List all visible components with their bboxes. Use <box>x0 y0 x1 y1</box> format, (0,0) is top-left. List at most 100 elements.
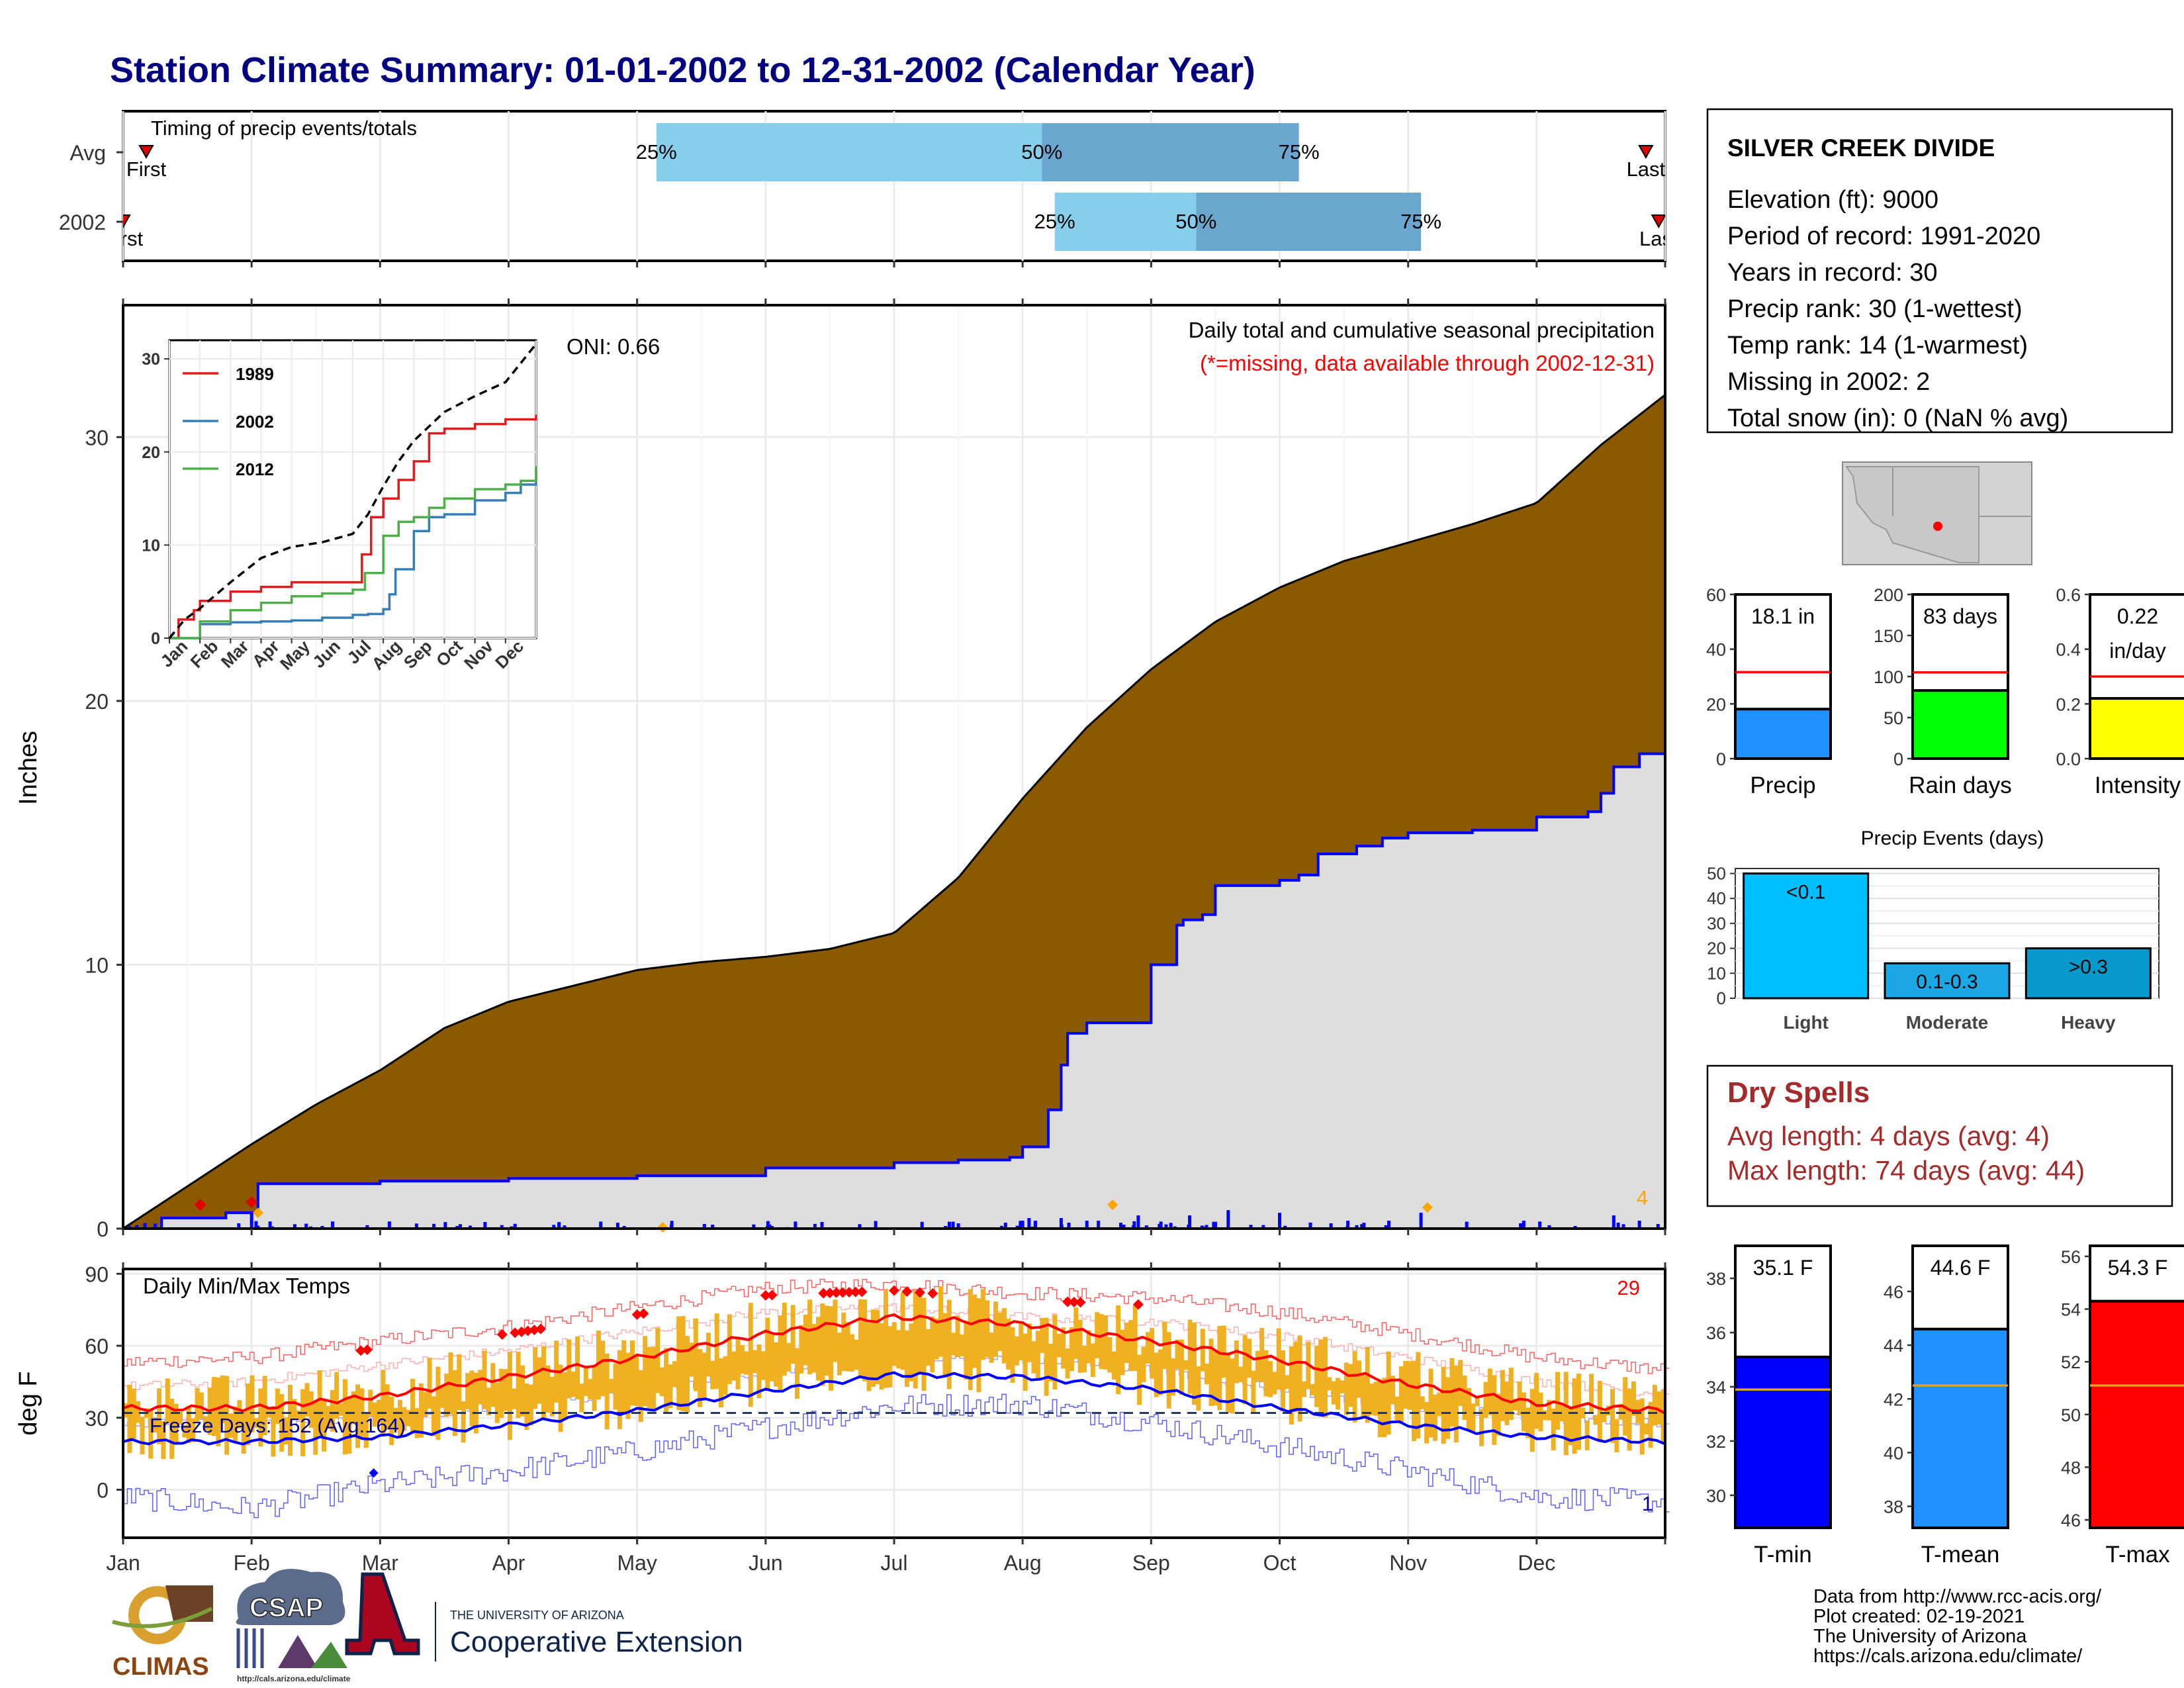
gauge-ytick-label: 36 <box>1706 1323 1726 1343</box>
daily-temp-bar <box>1128 1320 1134 1372</box>
daily-temp-bar <box>1263 1350 1269 1397</box>
daily-temp-bar <box>1576 1374 1581 1450</box>
daily-temp-bar <box>1322 1336 1328 1418</box>
daily-temp-bar <box>1196 1366 1201 1411</box>
daily-precip-bar <box>1278 1213 1281 1229</box>
daily-precip-bar <box>1169 1223 1173 1229</box>
inset-average-line <box>168 343 537 639</box>
daily-temp-bar <box>402 1407 407 1431</box>
heavy-precip-marker-icon <box>252 1207 263 1219</box>
daily-precip-bar <box>1085 1221 1089 1229</box>
record-high-marker-icon <box>510 1327 521 1338</box>
daily-temp-bar <box>173 1403 179 1444</box>
daily-temp-bar <box>253 1418 259 1428</box>
daily-temp-bar <box>1500 1370 1506 1421</box>
station-line: Temp rank: 14 (1-warmest) <box>1727 332 2028 359</box>
daily-temp-bar <box>980 1289 985 1360</box>
daily-temp-bar <box>439 1385 445 1408</box>
daily-precip-bar <box>153 1223 157 1229</box>
daily-temp-bar <box>756 1344 762 1399</box>
daily-temp-bar <box>997 1312 1003 1351</box>
daily-precip-bar <box>1003 1223 1007 1229</box>
daily-temp-bar <box>1441 1366 1446 1444</box>
daily-temp-bar <box>1483 1382 1488 1418</box>
month-tick-label: Jun <box>749 1551 783 1575</box>
daily-precip-bar <box>256 1225 260 1229</box>
daily-temp-bar <box>1597 1381 1602 1442</box>
inset-legend-label: 2012 <box>236 459 274 479</box>
daily-temp-bar <box>647 1346 652 1409</box>
record-low-marker-icon <box>369 1468 379 1478</box>
daily-precip-bar <box>951 1221 955 1229</box>
daily-precip-bar <box>237 1223 241 1229</box>
daily-precip-bar <box>1132 1221 1136 1229</box>
timing-bar-q50-q75 <box>1196 193 1422 251</box>
daily-temp-bar <box>829 1306 834 1391</box>
record-high-marker-icon <box>831 1287 842 1298</box>
daily-temp-bar <box>833 1299 838 1362</box>
daily-temp-bar <box>1593 1415 1598 1425</box>
daily-temp-bar <box>1086 1330 1091 1364</box>
daily-temp-bar <box>1035 1331 1040 1379</box>
daily-precip-bar <box>443 1222 447 1229</box>
last-event-label: Last <box>1639 227 1678 250</box>
daily-precip-bar <box>1362 1223 1366 1229</box>
month-tick-label: Sep <box>1132 1551 1170 1575</box>
daily-temp-bar <box>972 1294 978 1368</box>
daily-temp-bar <box>790 1305 796 1364</box>
daily-temp-bar <box>765 1317 770 1389</box>
daily-temp-bar <box>1040 1318 1045 1353</box>
daily-temp-bar <box>338 1403 343 1416</box>
daily-temp-bar <box>638 1370 643 1423</box>
daily-temp-bar <box>1200 1329 1205 1372</box>
ua-small-text: THE UNIVERSITY OF ARIZONA <box>450 1609 624 1622</box>
events-category-label: Moderate <box>1906 1012 1988 1033</box>
daily-temp-bar <box>1056 1333 1062 1358</box>
daily-precip-bar <box>1015 1225 1019 1229</box>
gauge-category-label: Intensity <box>2095 773 2181 798</box>
daily-temp-bar <box>904 1330 909 1387</box>
daily-temp-bar <box>1471 1403 1476 1433</box>
station-name: SILVER CREEK DIVIDE <box>1727 134 1995 162</box>
station-line: Elevation (ft): 9000 <box>1727 186 1938 214</box>
daily-temp-bar <box>1496 1393 1501 1436</box>
daily-temp-bar <box>719 1358 724 1408</box>
timing-bar-q50-q75 <box>1042 123 1299 181</box>
month-tick-label: May <box>617 1551 657 1575</box>
daily-temp-bar <box>1205 1363 1210 1385</box>
daily-temp-bar <box>604 1353 610 1430</box>
record-high-marker-icon <box>522 1325 533 1336</box>
daily-temp-bar <box>359 1388 365 1440</box>
month-tick-label: Jul <box>881 1551 908 1575</box>
month-tick-label: Jan <box>106 1551 140 1575</box>
daily-temp-bar <box>723 1356 728 1395</box>
daily-temp-bar <box>1247 1338 1252 1378</box>
daily-temp-bar <box>714 1313 719 1389</box>
daily-temp-bar <box>782 1302 787 1376</box>
daily-temp-bar <box>1369 1383 1375 1415</box>
daily-temp-bar <box>1424 1401 1430 1444</box>
record-low-count: 1 <box>1642 1492 1653 1515</box>
daily-temp-bar <box>1568 1407 1573 1446</box>
daily-temp-bar <box>1031 1341 1036 1374</box>
daily-precip-bar <box>1612 1215 1615 1229</box>
record-high-marker-icon <box>638 1308 649 1319</box>
daily-temp-bar <box>1230 1358 1235 1414</box>
daily-temp-bar <box>136 1401 141 1423</box>
daily-precip-bar <box>820 1221 824 1229</box>
daily-precip-bar <box>1360 1224 1364 1229</box>
footer-line: Data from http://www.rcc-acis.org/ <box>1813 1586 2102 1607</box>
events-ytick-label: 10 <box>1707 963 1726 983</box>
timing-row-label-2002: 2002 <box>59 211 106 234</box>
daily-temp-bar <box>1475 1397 1480 1407</box>
gauge-ytick-label: 32 <box>1706 1432 1726 1452</box>
month-tick-label: Aug <box>1004 1551 1042 1575</box>
daily-temp-bar <box>1234 1340 1239 1383</box>
last-event-label: Last <box>1627 158 1666 181</box>
events-ytick-label: 0 <box>1717 988 1726 1008</box>
daily-temp-bar <box>1529 1389 1535 1452</box>
events-ytick-label: 50 <box>1707 864 1726 884</box>
station-line: Years in record: 30 <box>1727 259 1938 287</box>
daily-temp-bar <box>815 1317 821 1381</box>
daily-temp-bar <box>308 1391 314 1429</box>
